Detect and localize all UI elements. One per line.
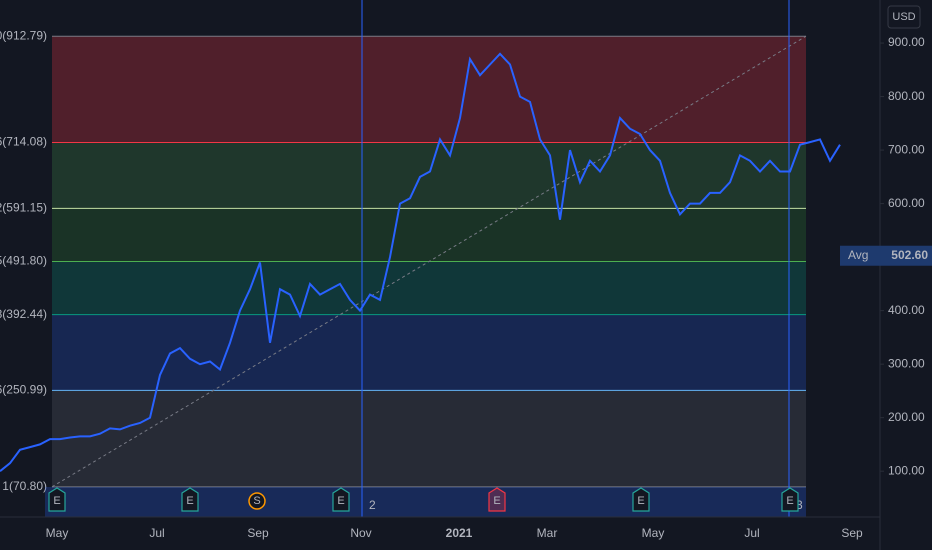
marker-label: 2 [369,498,376,512]
event-icon [332,487,350,512]
fib-level-label: 5(491.80) [0,254,47,268]
y-tick-label: 900.00 [888,35,925,49]
price-line [0,52,841,472]
event-icon [488,487,506,512]
y-tick-label: 100.00 [888,463,925,477]
x-tick-label: 2021 [446,526,473,540]
x-tick-label: Nov [350,526,371,540]
event-label: E [786,495,793,507]
marker-label: 3 [796,498,803,512]
fib-band [52,261,806,315]
event-label: E [186,495,193,507]
avg-value: 502.60 [891,248,928,262]
x-tick-label: Sep [841,526,863,540]
fib-level-label: 2(591.15) [0,201,47,215]
fib-level-label: 8(392.44) [0,307,47,321]
y-tick-label: 300.00 [888,356,925,370]
x-tick-label: May [642,526,665,540]
event-label: E [637,495,644,507]
event-icon [48,487,66,512]
x-tick-label: Mar [537,526,558,540]
currency-box [887,5,921,29]
event-label: E [53,495,60,507]
fib-level-label: 6(250.99) [0,383,47,397]
fib-band [52,390,806,487]
fib-level-label: 6(714.08) [0,135,47,149]
event-icon [781,487,799,512]
fib-level-label: 1(70.80) [2,479,47,493]
event-label: E [337,495,344,507]
avg-tag [840,245,932,266]
event-label: E [493,495,500,507]
fib-level-label: 0(912.79) [0,28,47,42]
fib-band [52,314,806,391]
event-label: S [253,495,260,507]
x-tick-label: Jul [744,526,759,540]
fib-band [52,36,806,143]
event-icon [632,487,650,512]
y-tick-label: 400.00 [888,303,925,317]
y-tick-label: 600.00 [888,196,925,210]
y-tick-label: 200.00 [888,410,925,424]
trend-line [51,35,807,488]
x-tick-label: May [46,526,69,540]
y-tick-label: 700.00 [888,142,925,156]
event-icon [181,487,199,512]
fib-band [52,208,806,262]
avg-label: Avg [848,248,868,262]
fib-band [52,142,806,209]
x-tick-label: Sep [247,526,269,540]
y-tick-label: 800.00 [888,89,925,103]
event-icon [248,492,266,510]
currency: USD [892,11,915,23]
event-strip [45,487,806,517]
x-tick-label: Jul [149,526,164,540]
